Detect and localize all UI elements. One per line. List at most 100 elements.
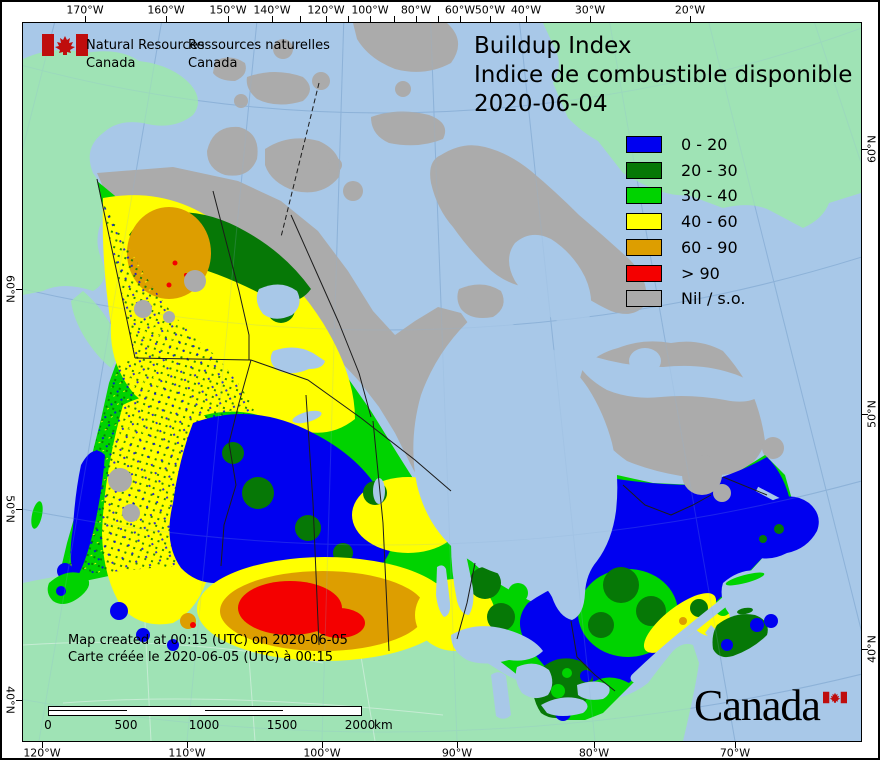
lake-huron	[515, 663, 553, 699]
axis-tick	[594, 742, 595, 748]
axis-label: 100°W	[351, 3, 389, 17]
legend-swatch	[626, 186, 662, 204]
province-borders	[96, 82, 768, 692]
axis-tick	[16, 289, 22, 290]
axis-label: 120°W	[23, 746, 61, 760]
islands	[31, 270, 819, 658]
axis-tick	[326, 16, 327, 22]
axis-label: 70°W	[719, 746, 751, 760]
agency-en-line1: Natural Resources	[86, 38, 205, 53]
credit-line-en: Map created at 00:15 (UTC) on 2020-06-05	[68, 633, 348, 648]
legend-swatch	[626, 135, 662, 153]
title-date: 2020-06-04	[474, 91, 608, 117]
axis-label: 110°W	[168, 746, 206, 760]
axis-label: 50°W	[474, 3, 506, 17]
foxe-basin	[509, 234, 592, 324]
axis-label: 80°W	[578, 746, 610, 760]
legend-label: 0 - 20	[681, 134, 728, 154]
agency-name-fr: Ressources naturelles Canada	[188, 37, 330, 73]
great-slave-lake	[270, 347, 325, 374]
scale-tick-label: 0	[44, 718, 52, 732]
axis-tick	[438, 16, 439, 22]
axis-tick	[300, 16, 301, 22]
axis-tick	[16, 700, 22, 701]
axis-tick	[690, 16, 691, 22]
anticosti-island	[725, 572, 765, 586]
legend-item: Nil / s.o.	[626, 288, 745, 308]
vancouver-island	[47, 572, 90, 605]
lake-michigan	[491, 672, 511, 719]
greenland	[543, 23, 861, 228]
axis-tick	[735, 742, 736, 748]
scale-segment	[49, 707, 127, 715]
legend-label: 40 - 60	[681, 211, 738, 231]
legend-item: 20 - 30	[626, 160, 738, 180]
axis-tick	[490, 16, 491, 22]
alaska	[23, 50, 199, 295]
great-bear-lake	[256, 284, 300, 319]
legend-label: 30 - 40	[681, 185, 738, 205]
scale-segment	[283, 707, 361, 715]
axis-tick	[272, 16, 273, 22]
lake-erie	[541, 697, 588, 716]
canada-map-graphic	[23, 23, 861, 741]
axis-tick	[862, 414, 868, 415]
axis-label: 50°N	[865, 400, 879, 428]
axis-tick	[370, 16, 371, 22]
axis-label: 60°N	[3, 275, 17, 303]
axis-tick	[526, 16, 527, 22]
alaska-panhandle	[71, 291, 119, 368]
scale-tick-label: 1500	[266, 718, 298, 732]
axis-tick	[322, 742, 323, 748]
wordmark-flag-icon	[823, 691, 847, 704]
axis-label: 160°W	[147, 3, 185, 17]
axis-label: 170°W	[66, 3, 104, 17]
hudson-strait	[580, 353, 761, 402]
banks-island	[207, 126, 258, 176]
axis-label: 120°W	[307, 3, 345, 17]
map-area	[22, 22, 862, 742]
legend-swatch	[626, 289, 662, 307]
axis-tick	[460, 16, 461, 22]
haida-gwaii	[31, 501, 43, 529]
axis-tick	[416, 16, 417, 22]
scale-segment	[205, 707, 283, 715]
axis-label: 60°N	[865, 135, 879, 163]
baffin-island	[430, 145, 647, 314]
legend-swatch	[626, 161, 662, 179]
axis-label: 100°W	[303, 746, 341, 760]
axis-label: 40°W	[510, 3, 542, 17]
axis-label: 50°N	[3, 495, 17, 523]
legend-swatch	[626, 264, 662, 282]
dashed-boundary	[280, 82, 320, 238]
legend-item: 30 - 40	[626, 185, 738, 205]
axis-tick	[166, 16, 167, 22]
axis-tick	[42, 742, 43, 748]
prince-edward-island	[737, 607, 753, 615]
axis-tick	[85, 16, 86, 22]
legend-swatch	[626, 238, 662, 256]
axis-tick	[862, 649, 868, 650]
scale-bar	[48, 706, 362, 716]
agency-fr-line1: Ressources naturelles	[188, 38, 330, 53]
southampton-island	[457, 284, 504, 318]
axis-label: 80°W	[400, 3, 432, 17]
axis-label: 30°W	[574, 3, 606, 17]
axis-label: 40°N	[3, 686, 17, 714]
axis-tick	[590, 16, 591, 22]
scale-tick-label: 1000	[188, 718, 220, 732]
title-fr: Indice de combustible disponible	[474, 62, 853, 88]
lake-superior	[451, 626, 543, 664]
legend-swatch	[626, 212, 662, 230]
axis-label: 20°W	[674, 3, 706, 17]
axis-label: 60°W	[444, 3, 476, 17]
agency-fr-line2: Canada	[188, 56, 238, 71]
canada-flag-icon	[42, 34, 88, 56]
ungava-bay	[629, 348, 661, 374]
legend-label: 20 - 30	[681, 160, 738, 180]
legend-label: Nil / s.o.	[681, 288, 746, 308]
axis-label: 150°W	[209, 3, 247, 17]
title-en: Buildup Index	[474, 33, 632, 59]
legend-item: 40 - 60	[626, 211, 738, 231]
